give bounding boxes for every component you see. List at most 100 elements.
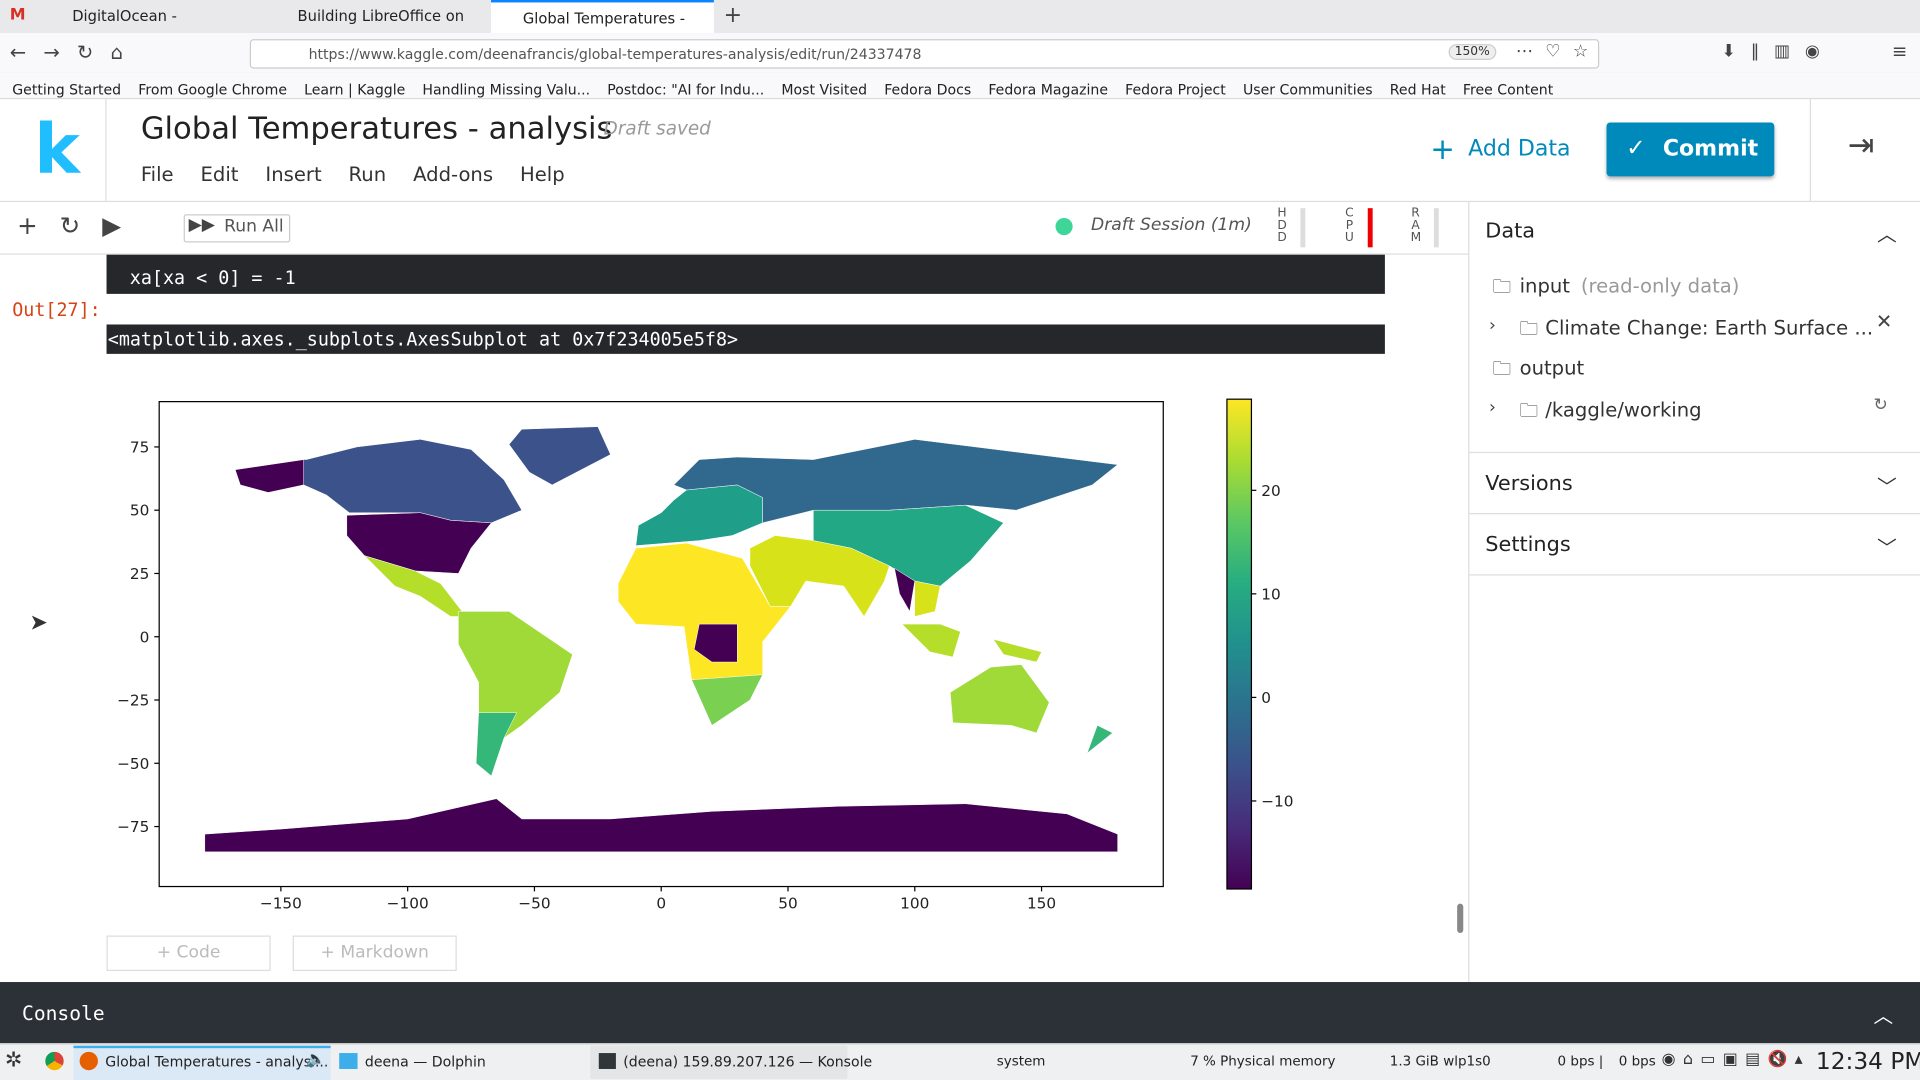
bookmarks-bar	[0, 72, 1920, 100]
console-label: Console	[22, 1001, 105, 1025]
task-window[interactable]: deena — Dolphin	[364, 1053, 486, 1071]
y-tick-label: 0	[140, 628, 150, 646]
x-tick-label: −100	[387, 895, 429, 913]
dataset-folder[interactable]: Climate Change: Earth Surface ...	[1545, 315, 1874, 340]
toolbar-icons[interactable]: ⬇‖▥◉	[1721, 41, 1835, 62]
menu-item[interactable]: Add-ons	[413, 162, 494, 187]
firefox-window[interactable]	[73, 1045, 331, 1080]
browser-tab[interactable]: Global Temperatures - ana	[491, 0, 714, 34]
bookmark[interactable]: Learn | Kaggle	[304, 80, 406, 98]
task-window: Global Temperatures - analysi...	[105, 1053, 329, 1071]
country-region	[458, 611, 573, 739]
country-region	[992, 638, 1042, 663]
output-cell	[106, 324, 1385, 354]
settings-heading[interactable]: Settings	[1485, 532, 1571, 558]
new-tab[interactable]: +	[723, 2, 743, 29]
launcher[interactable]: ✲	[4, 1048, 23, 1073]
add-code-button[interactable]: + Code	[106, 935, 271, 972]
add-data-icon[interactable]: +	[1430, 132, 1455, 167]
session-dot	[1055, 217, 1073, 236]
console-toggle[interactable]: ︿	[1873, 1004, 1894, 1028]
bookmark[interactable]: Red Hat	[1389, 80, 1446, 98]
chevron-up[interactable]: ︿	[1877, 222, 1897, 247]
toolbar-buttons[interactable]: +↻▶	[17, 210, 144, 241]
expand-arrow[interactable]: ›	[1488, 315, 1496, 336]
input-note: (read-only data)	[1580, 274, 1740, 298]
bookmark[interactable]: Handling Missing Valu...	[422, 80, 591, 98]
session-status[interactable]: Draft Session (1m)	[1091, 215, 1252, 236]
menu-item[interactable]: Help	[519, 162, 565, 187]
hdd-label: HDD	[1277, 206, 1287, 245]
country-region	[234, 459, 304, 493]
menu-item[interactable]: Insert	[265, 162, 322, 187]
logo[interactable]: k	[34, 110, 80, 190]
expand-arrow[interactable]: ›	[1488, 397, 1496, 418]
code-line: xa[xa < 0] = -1	[129, 266, 296, 289]
bookmark[interactable]: Fedora Docs	[884, 80, 972, 98]
commit-button[interactable]	[1606, 122, 1775, 177]
bookmark[interactable]: User Communities	[1242, 80, 1373, 98]
folder-icon: 🗀	[1519, 399, 1538, 422]
add-markdown-button[interactable]: + Markdown	[292, 935, 457, 972]
chevron-down[interactable]: ﹀	[1877, 536, 1897, 560]
clock[interactable]: 12:34 PM	[1815, 1048, 1920, 1076]
notebook-title[interactable]: Global Temperatures - analysis	[140, 110, 613, 146]
header-divider	[105, 99, 107, 201]
console-bar[interactable]	[0, 982, 1920, 1044]
data-heading[interactable]: Data	[1485, 219, 1536, 244]
bookmark[interactable]: Most Visited	[781, 80, 868, 98]
run-all-button[interactable]	[183, 214, 291, 243]
nav-buttons[interactable]: ←→↻⌂	[9, 40, 141, 64]
bookmark[interactable]: Getting Started	[12, 80, 122, 98]
net-up: 0 bps	[1618, 1053, 1656, 1069]
browser-tab[interactable]: Building LibreOffice on Lin	[297, 7, 465, 25]
menu-item[interactable]: Run	[348, 162, 387, 187]
divider	[1469, 513, 1920, 515]
bookmark[interactable]: Free Content	[1462, 80, 1554, 98]
divider	[1469, 574, 1920, 576]
audio-icon: 🔈	[306, 1050, 326, 1069]
bookmarks: Getting Started From Google Chrome Learn |…	[12, 76, 1570, 99]
commit-label: Commit	[1662, 135, 1759, 162]
run-all-icon: ▶▶	[188, 215, 215, 236]
menu-item[interactable]: Edit	[200, 162, 239, 187]
menu-button[interactable]: ≡	[1891, 40, 1908, 63]
bookmark[interactable]: Fedora Magazine	[988, 80, 1109, 98]
refresh-icon[interactable]: ↻	[1873, 395, 1888, 416]
y-tick-label: 50	[130, 502, 149, 520]
code-cell[interactable]	[106, 254, 1385, 294]
zoom[interactable]: 150%	[1448, 44, 1496, 61]
konsole-icon	[598, 1053, 616, 1069]
add-data-button[interactable]: Add Data	[1468, 135, 1571, 162]
remove-icon[interactable]: ✕	[1875, 309, 1893, 334]
url-field[interactable]	[249, 39, 1600, 69]
tray-icons[interactable]: ◉⌂▭▣▤🔇▴	[1661, 1050, 1810, 1069]
scrollbar[interactable]	[1457, 903, 1464, 934]
input-folder[interactable]: input	[1519, 274, 1570, 298]
out-prompt: Out[27]:	[12, 298, 101, 321]
menu-item[interactable]: File	[140, 162, 174, 187]
tab-bar	[0, 0, 1920, 34]
folder-icon: 🗀	[1492, 357, 1512, 380]
bookmark[interactable]: Fedora Project	[1125, 80, 1226, 98]
folder-icon: 🗀	[1519, 317, 1538, 340]
working-folder[interactable]: /kaggle/working	[1545, 397, 1702, 422]
konsole-window[interactable]	[590, 1045, 848, 1079]
bookmark[interactable]: From Google Chrome	[138, 80, 288, 98]
country-region	[894, 567, 916, 613]
gmail-tab[interactable]: M	[9, 6, 26, 25]
browser-tab[interactable]: DigitalOcean - DennisClouc	[72, 7, 177, 25]
versions-heading[interactable]: Versions	[1485, 471, 1573, 496]
run-all-label: Run All	[224, 216, 284, 237]
url-actions[interactable]: ⋯♡☆	[1515, 41, 1601, 62]
bookmark[interactable]: Postdoc: "AI for Indu...	[607, 80, 765, 98]
y-tick-label: 25	[130, 565, 149, 583]
collapse-icon[interactable]: ⇥	[1847, 127, 1875, 165]
output-folder[interactable]: output	[1519, 356, 1585, 380]
net-down: 0 bps |	[1557, 1053, 1604, 1069]
chevron-down[interactable]: ﹀	[1877, 475, 1897, 499]
country-region	[813, 504, 1004, 587]
dolphin-icon[interactable]	[339, 1053, 358, 1069]
chrome-icon[interactable]	[45, 1051, 64, 1071]
